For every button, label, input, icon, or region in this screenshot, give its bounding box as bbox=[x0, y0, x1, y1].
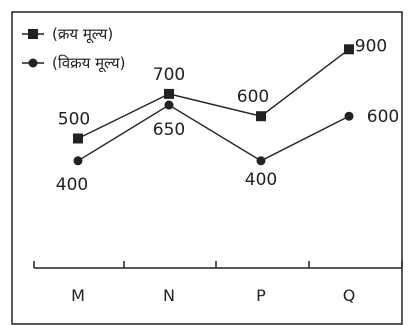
legend-circle-marker bbox=[28, 58, 38, 68]
data-point bbox=[164, 88, 174, 99]
series-line bbox=[77, 48, 350, 140]
data-point bbox=[344, 44, 354, 55]
series-selling-price: 400 650 400 600 bbox=[56, 100, 399, 195]
data-label: 400 bbox=[245, 170, 277, 190]
legend: (क्रय मूल्य) (विक्रय मूल्य) bbox=[22, 25, 125, 73]
data-label: 400 bbox=[56, 175, 88, 195]
series-purchase-price: 500 700 600 900 bbox=[58, 36, 387, 144]
data-label: 650 bbox=[153, 120, 185, 140]
data-label: 600 bbox=[237, 87, 269, 107]
legend-label: (विक्रय मूल्य) bbox=[52, 54, 125, 73]
data-label: 600 bbox=[367, 107, 399, 127]
data-point bbox=[256, 156, 266, 166]
series-layer: 500 700 600 900 400 650 400 600 bbox=[56, 36, 399, 195]
x-tick-label: M bbox=[71, 286, 85, 305]
x-tick-label: P bbox=[256, 286, 266, 305]
data-point bbox=[164, 100, 174, 110]
series-line bbox=[77, 104, 350, 162]
x-tick-label: Q bbox=[343, 286, 356, 305]
data-point bbox=[344, 111, 354, 121]
data-point bbox=[73, 133, 83, 144]
legend-square-marker bbox=[28, 29, 38, 39]
x-tick-label: N bbox=[163, 286, 175, 305]
legend-label: (क्रय मूल्य) bbox=[52, 25, 113, 44]
plot-frame bbox=[11, 11, 403, 325]
data-point bbox=[73, 156, 83, 166]
data-label: 700 bbox=[153, 65, 185, 85]
data-label: 500 bbox=[58, 110, 90, 130]
data-point bbox=[256, 111, 266, 122]
data-label: 900 bbox=[355, 36, 387, 56]
